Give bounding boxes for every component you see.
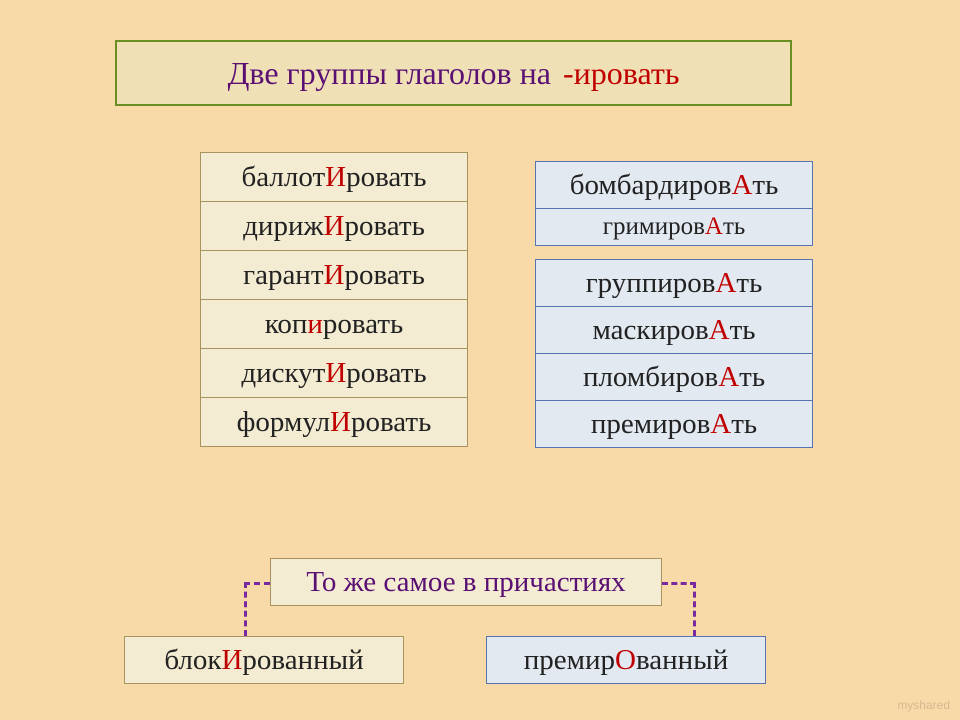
connector-left-h	[244, 582, 270, 585]
word-pre: дискут	[241, 357, 325, 390]
word-hi: и	[307, 308, 323, 341]
bottom-left-box: блокИрованный	[124, 636, 404, 684]
word-pre: гримиров	[603, 213, 705, 241]
left-word-4: дискутИровать	[200, 348, 468, 398]
word-hi: А	[710, 408, 731, 441]
br-hi: О	[615, 644, 636, 677]
br-post: ванный	[636, 644, 728, 677]
word-post: ровать	[344, 210, 424, 243]
word-hi: А	[731, 169, 752, 202]
note-text: То же самое в причастиях	[306, 566, 625, 599]
right-word-5: пломбировАть	[535, 353, 813, 401]
left-column: баллотИроватьдирижИроватьгарантИроватько…	[200, 152, 468, 447]
word-pre: группиров	[586, 267, 716, 300]
word-post: ть	[739, 361, 765, 394]
watermark: myshared	[897, 698, 950, 712]
bottom-right-box: премирОванный	[486, 636, 766, 684]
right-word-4: маскировАть	[535, 306, 813, 354]
br-pre: премир	[524, 644, 615, 677]
bl-hi: И	[221, 644, 242, 677]
connector-left-v	[244, 582, 247, 636]
right-word-3: группировАть	[535, 259, 813, 307]
word-pre: формул	[237, 406, 330, 439]
left-word-3: копировать	[200, 299, 468, 349]
title-main: Две группы глаголов на	[228, 55, 551, 92]
word-hi: И	[330, 406, 351, 439]
title-box: Две группы глаголов на -ировать	[115, 40, 792, 106]
word-pre: дириж	[243, 210, 323, 243]
word-hi: А	[718, 361, 739, 394]
title-suffix: -ировать	[563, 55, 679, 92]
word-post: ровать	[323, 308, 403, 341]
connector-right-v	[693, 582, 696, 636]
left-word-0: баллотИровать	[200, 152, 468, 202]
connector-right-h	[662, 582, 696, 585]
word-hi: И	[324, 259, 345, 292]
left-word-1: дирижИровать	[200, 201, 468, 251]
word-pre: пломбиров	[583, 361, 718, 394]
word-pre: маскиров	[592, 314, 708, 347]
bl-post: рованный	[242, 644, 363, 677]
word-hi: А	[709, 314, 730, 347]
word-post: ровать	[351, 406, 431, 439]
word-pre: баллот	[242, 161, 326, 194]
right-column: бомбардировАтьгримировАтьгруппировАтьмас…	[535, 162, 813, 448]
word-post: ровать	[346, 161, 426, 194]
word-pre: бомбардиров	[570, 169, 732, 202]
word-post: ть	[736, 267, 762, 300]
word-pre: премиров	[591, 408, 710, 441]
note-box: То же самое в причастиях	[270, 558, 662, 606]
word-post: ть	[723, 213, 745, 241]
right-gap	[535, 246, 813, 260]
right-word-6: премировАть	[535, 400, 813, 448]
right-word-0: бомбардировАть	[535, 161, 813, 209]
word-pre: коп	[265, 308, 308, 341]
bl-pre: блок	[164, 644, 221, 677]
word-post: ровать	[346, 357, 426, 390]
word-post: ть	[730, 314, 756, 347]
word-hi: И	[324, 210, 345, 243]
right-word-1: гримировАть	[535, 208, 813, 246]
word-pre: гарант	[243, 259, 323, 292]
word-post: ть	[752, 169, 778, 202]
word-hi: И	[325, 357, 346, 390]
word-post: ть	[731, 408, 757, 441]
word-post: ровать	[344, 259, 424, 292]
word-hi: А	[705, 213, 723, 241]
left-word-5: формулИровать	[200, 397, 468, 447]
word-hi: И	[325, 161, 346, 194]
left-word-2: гарантИровать	[200, 250, 468, 300]
word-hi: А	[715, 267, 736, 300]
